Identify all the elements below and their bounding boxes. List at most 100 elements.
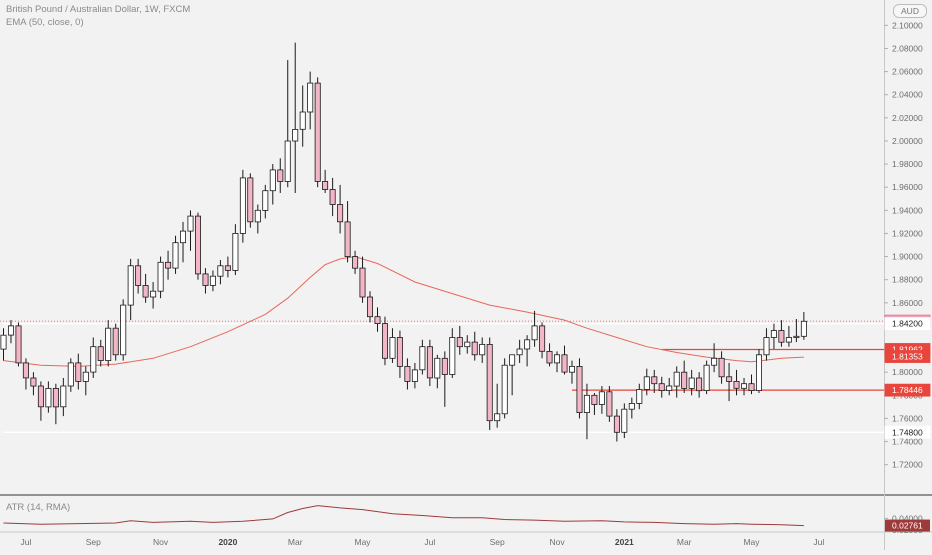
- candle-up: [785, 325, 792, 347]
- x-tick-label: Nov: [153, 537, 169, 547]
- candle-body: [127, 265, 134, 306]
- candle-body: [471, 341, 478, 356]
- currency-badge[interactable]: AUD: [893, 4, 927, 18]
- candle-body: [404, 365, 411, 382]
- candle-body: [569, 365, 576, 373]
- candle-down: [606, 386, 613, 422]
- main-pane-bg: [0, 0, 884, 495]
- candle-up: [516, 339, 523, 363]
- candle-up: [209, 270, 216, 292]
- ema-legend: EMA (50, close, 0): [6, 17, 84, 28]
- candle-body: [486, 343, 493, 422]
- candle-down: [22, 358, 29, 390]
- candle-up: [127, 258, 134, 321]
- candles-layer: [0, 42, 807, 442]
- candle-body: [516, 348, 523, 356]
- y-tick-label: 1.80000: [892, 367, 923, 377]
- candle-body: [636, 389, 643, 404]
- y-tick-label: 1.90000: [892, 252, 923, 262]
- candle-body: [366, 296, 373, 318]
- candle-down: [366, 291, 373, 323]
- candle-body: [329, 189, 336, 205]
- candle-body: [187, 215, 194, 232]
- candle-down: [194, 212, 201, 280]
- candle-down: [359, 256, 366, 303]
- candle-body: [82, 371, 89, 382]
- candle-down: [202, 268, 209, 294]
- candle-body: [763, 337, 770, 356]
- candle-up: [464, 335, 471, 354]
- candle-down: [651, 369, 658, 393]
- candle-down: [681, 360, 688, 393]
- candle-body: [733, 380, 740, 389]
- candle-body: [396, 337, 403, 367]
- candle-up: [621, 403, 628, 439]
- candle-up: [501, 358, 508, 419]
- candle-up: [643, 368, 650, 396]
- candle-body: [254, 209, 261, 223]
- candle-down: [75, 353, 82, 390]
- y-tick-label: 2.06000: [892, 67, 923, 77]
- candle-body: [748, 383, 755, 392]
- candle-body: [756, 354, 763, 391]
- candle-up: [636, 383, 643, 410]
- candle-body: [120, 304, 127, 356]
- candle-up: [419, 339, 426, 375]
- candle-down: [322, 169, 329, 193]
- atr-pane: [3, 505, 804, 527]
- candle-up: [793, 318, 800, 343]
- candle-down: [778, 320, 785, 347]
- price-badge: 1.78446: [884, 383, 931, 397]
- candle-body: [606, 391, 613, 417]
- candle-body: [52, 387, 59, 408]
- candle-down: [135, 258, 142, 294]
- candle-body: [172, 242, 179, 269]
- candle-up: [262, 184, 269, 219]
- y-tick-label: 1.96000: [892, 182, 923, 192]
- candle-body: [37, 385, 44, 408]
- atr-badge-label: 0.02761: [892, 521, 923, 531]
- candle-body: [202, 273, 209, 286]
- candle-body: [703, 364, 710, 392]
- candle-body: [531, 325, 538, 341]
- candle-up: [239, 169, 246, 243]
- atr-line: [3, 505, 804, 527]
- price-badge: 1.74800: [884, 425, 931, 439]
- candle-up: [583, 383, 590, 440]
- candle-body: [494, 413, 501, 422]
- candle-body: [247, 177, 254, 223]
- candle-body: [381, 323, 388, 359]
- candle-body: [778, 330, 785, 343]
- candle-down: [329, 177, 336, 217]
- candle-up: [150, 281, 157, 309]
- candle-up: [292, 42, 299, 193]
- candle-body: [135, 265, 142, 286]
- candle-up: [0, 328, 7, 361]
- candle-up: [666, 377, 673, 396]
- candle-body: [209, 275, 216, 286]
- candle-down: [15, 322, 22, 367]
- candle-body: [157, 261, 164, 292]
- candle-body: [464, 341, 471, 348]
- candle-down: [344, 201, 351, 263]
- candle-body: [239, 177, 246, 234]
- x-tick-label: May: [355, 537, 372, 547]
- candle-up: [90, 337, 97, 378]
- x-tick-label: May: [743, 537, 760, 547]
- candle-body: [277, 169, 284, 182]
- horizontal-lines: [0, 320, 884, 433]
- candle-down: [165, 250, 172, 280]
- candle-down: [539, 322, 546, 359]
- candle-down: [591, 392, 598, 415]
- ema-layer: [3, 256, 804, 367]
- candle-body: [666, 385, 673, 391]
- candle-body: [718, 357, 725, 378]
- candle-down: [97, 339, 104, 367]
- candle-body: [621, 408, 628, 433]
- candle-up: [509, 354, 516, 396]
- candle-body: [456, 337, 463, 348]
- candle-down: [224, 256, 231, 278]
